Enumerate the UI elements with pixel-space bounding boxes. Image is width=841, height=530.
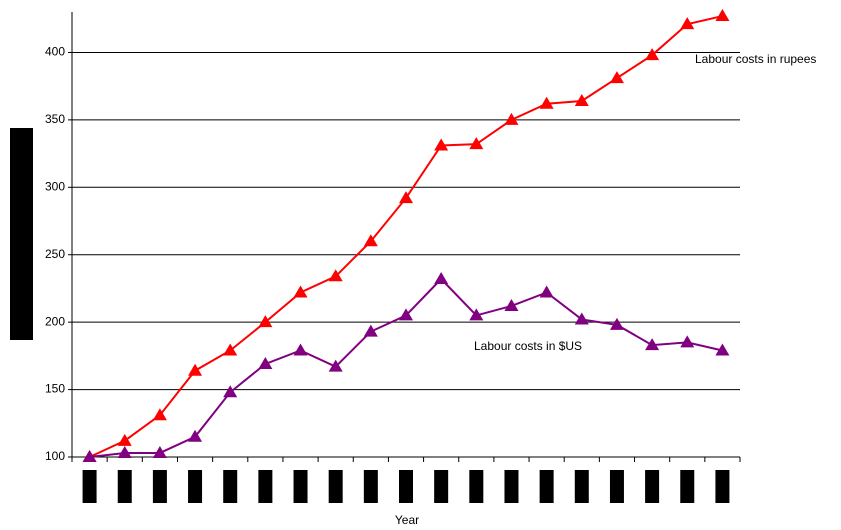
marker — [152, 408, 167, 421]
x-tick-label-redacted — [680, 470, 695, 503]
y-tick-label: 250 — [45, 247, 65, 261]
marker — [363, 324, 378, 337]
x-axis-label: Year — [395, 513, 419, 527]
marker — [504, 298, 519, 311]
x-tick-label-redacted — [574, 470, 589, 503]
marker — [680, 335, 695, 348]
x-tick-label-redacted — [715, 470, 730, 503]
marker — [574, 94, 589, 106]
x-tick-label-redacted — [152, 470, 167, 503]
marker — [82, 450, 97, 462]
marker — [539, 96, 554, 109]
x-tick-label-redacted — [258, 470, 273, 503]
x-tick-label-redacted — [399, 470, 413, 503]
series-line — [89, 15, 723, 458]
series-label: Labour costs in rupees — [695, 52, 816, 66]
x-tick-label-redacted — [504, 470, 519, 503]
marker — [117, 445, 132, 458]
x-tick-label-redacted — [188, 470, 203, 503]
marker — [258, 356, 273, 369]
marker — [715, 9, 730, 22]
marker — [469, 308, 484, 321]
marker — [293, 343, 308, 356]
marker — [188, 429, 203, 442]
marker — [188, 363, 203, 376]
y-tick-label: 100 — [45, 449, 65, 463]
x-tick-label-redacted — [363, 470, 378, 503]
marker — [715, 343, 730, 356]
x-tick-label-redacted — [609, 470, 624, 503]
marker — [293, 285, 308, 298]
y-tick-label: 200 — [45, 314, 65, 328]
marker — [645, 48, 660, 61]
marker — [328, 269, 343, 282]
marker — [399, 191, 413, 204]
marker — [434, 272, 449, 284]
x-tick-label-redacted — [469, 470, 484, 503]
marker — [680, 17, 695, 30]
x-tick-label-redacted — [293, 470, 308, 503]
y-tick-label: 400 — [45, 45, 65, 59]
series-line — [89, 277, 723, 458]
marker — [223, 385, 238, 398]
y-tick-label: 350 — [45, 112, 65, 126]
marker — [434, 138, 449, 151]
x-tick-label-redacted — [328, 470, 343, 503]
x-tick-label-redacted — [117, 470, 132, 503]
marker — [399, 308, 413, 321]
x-tick-label-redacted — [82, 470, 97, 503]
y-axis-label-redacted — [10, 128, 33, 340]
marker — [539, 285, 554, 298]
y-tick-label: 300 — [45, 179, 65, 193]
marker — [152, 445, 167, 458]
marker — [223, 343, 238, 356]
marker — [504, 112, 519, 125]
x-tick-label-redacted — [539, 470, 554, 503]
y-tick-label: 150 — [45, 382, 65, 396]
x-tick-label-redacted — [223, 470, 238, 503]
marker — [469, 137, 484, 150]
marker — [117, 433, 132, 446]
marker — [363, 234, 378, 247]
marker — [645, 338, 660, 351]
marker — [609, 317, 624, 330]
x-tick-label-redacted — [645, 470, 660, 503]
marker — [258, 315, 273, 328]
marker — [328, 359, 343, 372]
marker — [574, 312, 589, 325]
series-label: Labour costs in $US — [474, 339, 582, 353]
marker — [609, 71, 624, 84]
x-tick-label-redacted — [434, 470, 449, 503]
